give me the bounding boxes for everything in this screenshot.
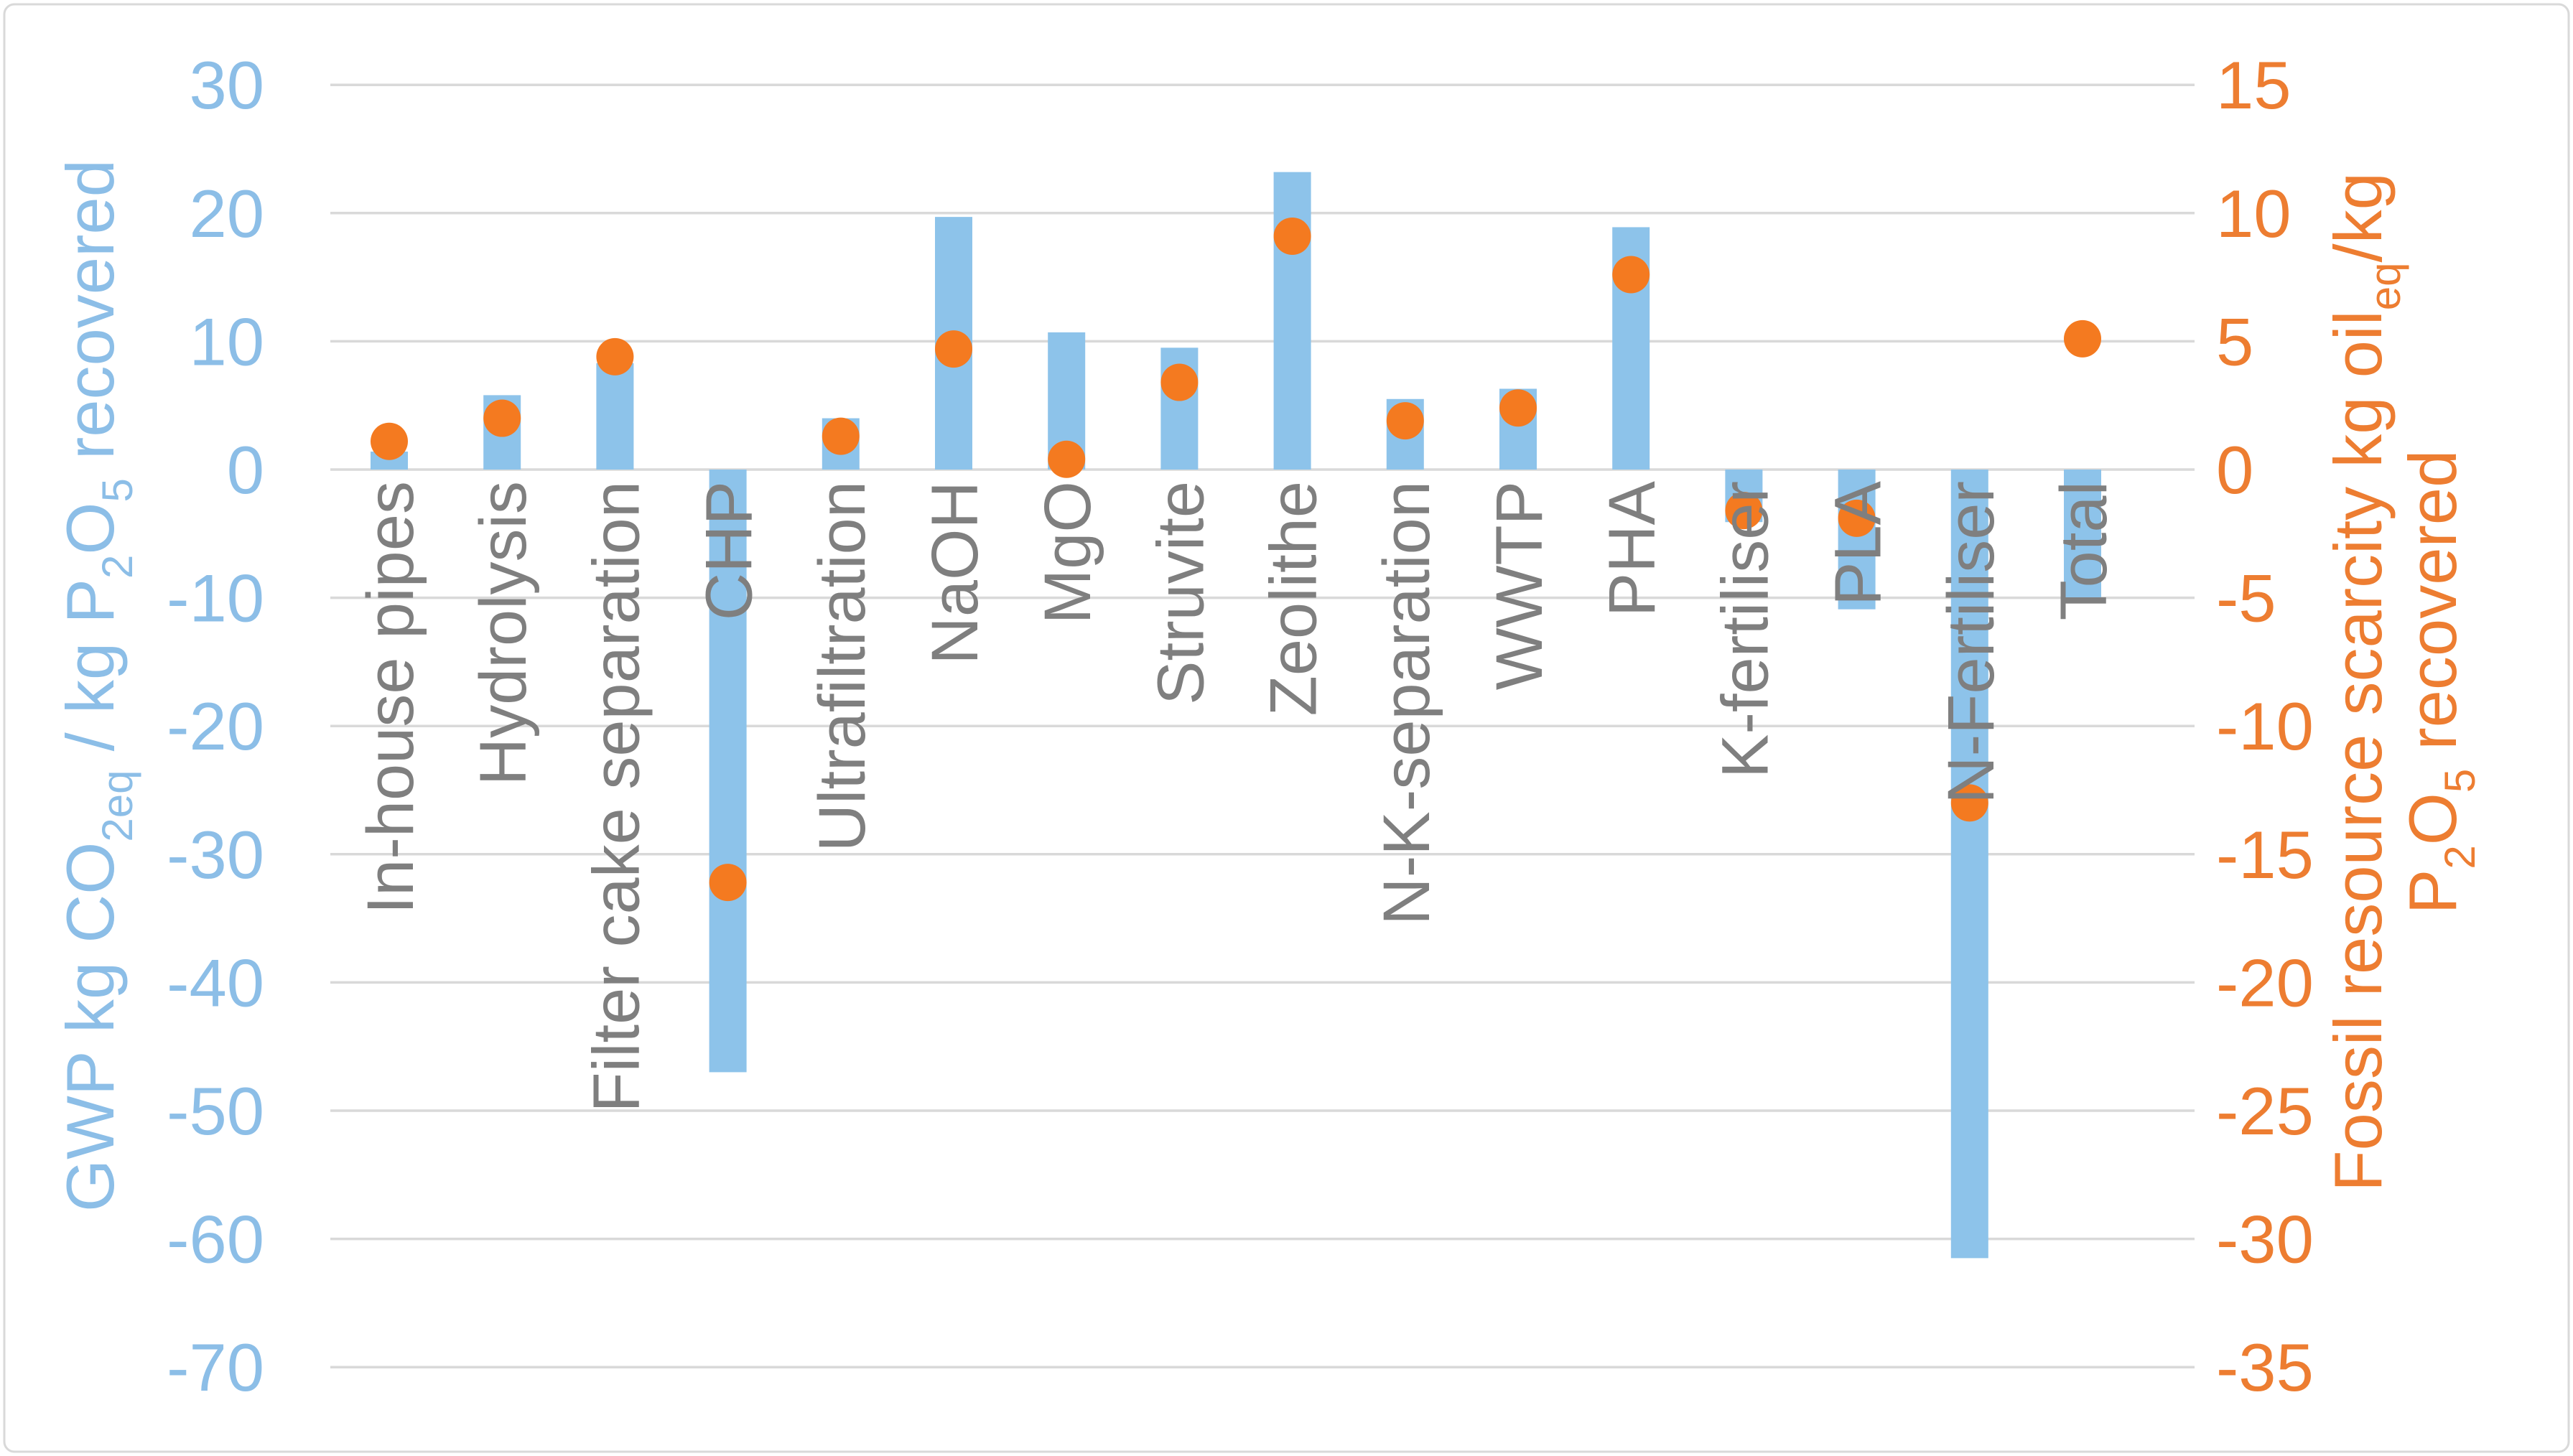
data-point [1499,389,1537,427]
left-axis-tick-label: -20 [167,689,264,764]
category-label: In-house pipes [354,481,427,915]
data-point [1950,784,1988,822]
left-axis-tick-label: 0 [227,432,264,508]
right-axis-tick-label: -30 [2216,1202,2314,1277]
data-point [935,330,972,368]
category-label: NaOH [918,481,992,665]
bar [1273,172,1311,470]
right-axis-tick-label: -35 [2216,1330,2314,1405]
right-axis-tick-label: 5 [2216,304,2253,379]
left-axis-tick-label: -50 [167,1073,264,1149]
bar [1950,470,1988,1259]
bar [596,363,634,470]
category-label: PHA [1596,480,1669,617]
left-axis-tick-label: 20 [189,176,264,251]
chart-border [3,3,2570,1453]
title-text-part: /kg [2320,172,2396,262]
data-point [1273,217,1311,255]
category-label: Total [2047,481,2121,620]
data-point [1048,440,1086,478]
title-text-part: 5 [2436,769,2484,793]
title-text-part: O [2395,793,2470,845]
title-text-part: eq [2361,263,2409,311]
right-axis-tick-label: -20 [2216,945,2314,1020]
data-point [1386,402,1424,440]
right-axis-tick-label: -5 [2216,561,2276,636]
title-text-part: 5 [93,478,141,502]
title-text-part: O [52,503,128,555]
title-text-part: 2 [2436,845,2484,869]
left-axis-title: GWP kg CO2eq / kg P2O5 recovered [52,159,141,1212]
right-axis-title-line1: Fossil resource scarcity kg oileq/kg [2320,172,2409,1192]
data-point [483,399,521,437]
category-label: Ultrafiltration [806,481,879,851]
data-point [822,417,860,455]
category-label: Hydrolysis [467,481,540,785]
right-axis-tick-label: 10 [2216,176,2291,251]
category-label: CHP [693,481,766,620]
left-axis-tick-label: -30 [167,817,264,892]
data-point [371,422,408,460]
bar [709,470,747,1073]
category-label: MgO [1031,481,1104,624]
category-label: PLA [1822,480,1895,606]
data-point [2064,319,2101,358]
bar [1838,470,1876,610]
data-point [1725,492,1763,530]
category-label: N-K-separation [1370,481,1443,925]
category-label: WWTP [1483,481,1556,690]
title-text-part: 2eq [93,770,141,841]
right-axis-tick-label: -10 [2216,689,2314,764]
data-point [709,864,747,902]
category-label: K-fertiliser [1708,481,1782,778]
title-text-part: GWP kg CO [52,842,128,1212]
right-axis-tick-label: 15 [2216,47,2291,123]
category-label: N-Fertiliser [1935,481,2008,804]
title-text-part: recovered [52,159,128,478]
title-text-part: 2 [93,555,141,579]
left-axis-tick-label: -70 [167,1330,264,1405]
left-axis-tick-label: 10 [189,304,264,379]
left-axis-tick-label: -40 [167,945,264,1020]
category-label: Struvite [1144,481,1217,705]
title-text-part: / kg P [52,579,128,770]
right-axis-title-line2: P2O5 recovered [2395,450,2484,915]
category-label: Zeolithe [1257,481,1331,716]
left-axis-tick-label: 30 [189,47,264,123]
category-label: Filter cake separation [580,481,653,1113]
data-point [1612,256,1650,294]
bar [2064,470,2101,598]
right-axis-tick-label: -15 [2216,817,2314,892]
title-text-part: recovered [2395,450,2470,769]
title-text-part: P [2395,869,2470,915]
right-axis-tick-label: -25 [2216,1073,2314,1149]
data-point [1838,499,1876,537]
data-point [596,337,634,375]
left-axis-tick-label: -10 [167,561,264,636]
data-point [1160,363,1199,401]
right-axis-tick-label: 0 [2216,432,2253,508]
title-text-part: Fossil resource scarcity kg oil [2320,310,2396,1192]
left-axis-tick-label: -60 [167,1202,264,1277]
